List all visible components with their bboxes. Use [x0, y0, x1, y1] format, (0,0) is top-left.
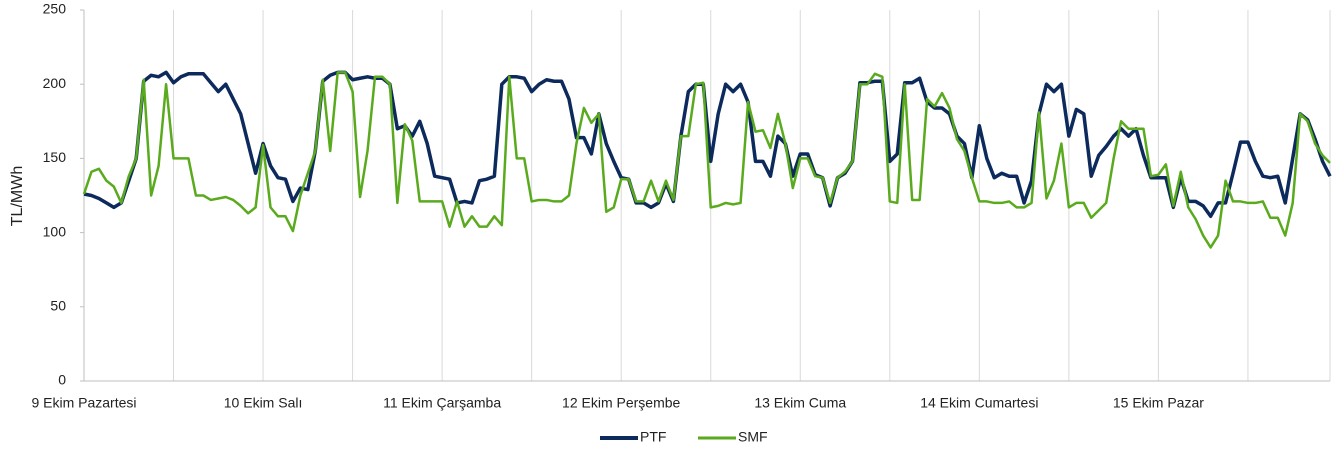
x-tick-label: 15 Ekim Pazar: [1113, 395, 1204, 411]
x-tick-label: 9 Ekim Pazartesi: [31, 395, 136, 411]
legend-label: SMF: [738, 429, 768, 445]
y-tick-label: 150: [43, 149, 67, 165]
x-tick-label: 13 Ekim Cuma: [754, 395, 846, 411]
y-tick-label: 250: [43, 1, 67, 17]
y-tick-label: 100: [43, 223, 67, 239]
x-tick-label: 14 Ekim Cumartesi: [920, 395, 1038, 411]
x-tick-label: 11 Ekim Çarşamba: [383, 395, 501, 411]
series-line: [83, 70, 1332, 219]
y-tick-label: 0: [58, 372, 66, 388]
y-tick-label: 200: [43, 75, 67, 91]
x-tick-label: 10 Ekim Salı: [224, 395, 303, 411]
y-tick-label: 50: [50, 298, 66, 314]
y-axis-label: TL/MWh: [9, 166, 26, 226]
x-tick-label: 12 Ekim Perşembe: [562, 395, 680, 411]
legend-label: PTF: [640, 429, 666, 445]
series-line: [82, 71, 1331, 249]
